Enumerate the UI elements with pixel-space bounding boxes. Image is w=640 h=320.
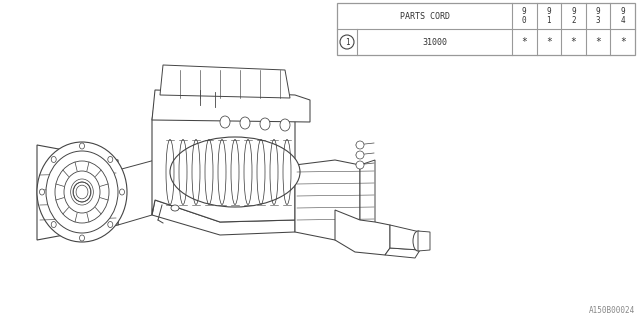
Text: *: * [620,37,626,47]
Text: *: * [546,37,552,47]
Text: 31000: 31000 [422,37,447,46]
Polygon shape [335,210,390,255]
Text: *: * [522,37,527,47]
Polygon shape [37,145,118,240]
Ellipse shape [356,141,364,149]
Ellipse shape [40,189,45,195]
Ellipse shape [73,182,91,202]
Polygon shape [390,225,420,250]
Text: 9
4: 9 4 [620,7,625,25]
Ellipse shape [280,119,290,131]
Polygon shape [418,231,430,251]
Text: *: * [571,37,577,47]
Polygon shape [160,65,290,98]
Ellipse shape [413,231,423,251]
Text: 9
0: 9 0 [522,7,527,25]
Ellipse shape [171,205,179,211]
Ellipse shape [108,221,113,228]
Ellipse shape [240,117,250,129]
Ellipse shape [260,118,270,130]
Ellipse shape [108,156,113,163]
Ellipse shape [79,235,84,241]
Ellipse shape [356,161,364,169]
Ellipse shape [79,143,84,149]
Polygon shape [152,100,295,222]
Text: *: * [595,37,601,47]
Ellipse shape [120,189,125,195]
Ellipse shape [51,221,56,228]
Text: PARTS CORD: PARTS CORD [399,12,449,20]
Polygon shape [295,160,360,240]
Ellipse shape [55,161,109,223]
Polygon shape [118,160,155,225]
Polygon shape [385,248,420,258]
Polygon shape [360,160,375,238]
Ellipse shape [170,137,300,207]
FancyBboxPatch shape [337,3,635,55]
Ellipse shape [356,151,364,159]
Ellipse shape [220,116,230,128]
Ellipse shape [37,142,127,242]
Ellipse shape [51,156,56,163]
Text: A150B00024: A150B00024 [589,306,635,315]
Polygon shape [152,200,295,235]
Ellipse shape [46,151,118,233]
Text: 9
3: 9 3 [596,7,600,25]
Ellipse shape [64,171,100,213]
Text: 9
2: 9 2 [571,7,576,25]
Text: 1: 1 [345,37,349,46]
Circle shape [340,35,354,49]
Polygon shape [152,90,310,122]
Text: 9
1: 9 1 [547,7,551,25]
